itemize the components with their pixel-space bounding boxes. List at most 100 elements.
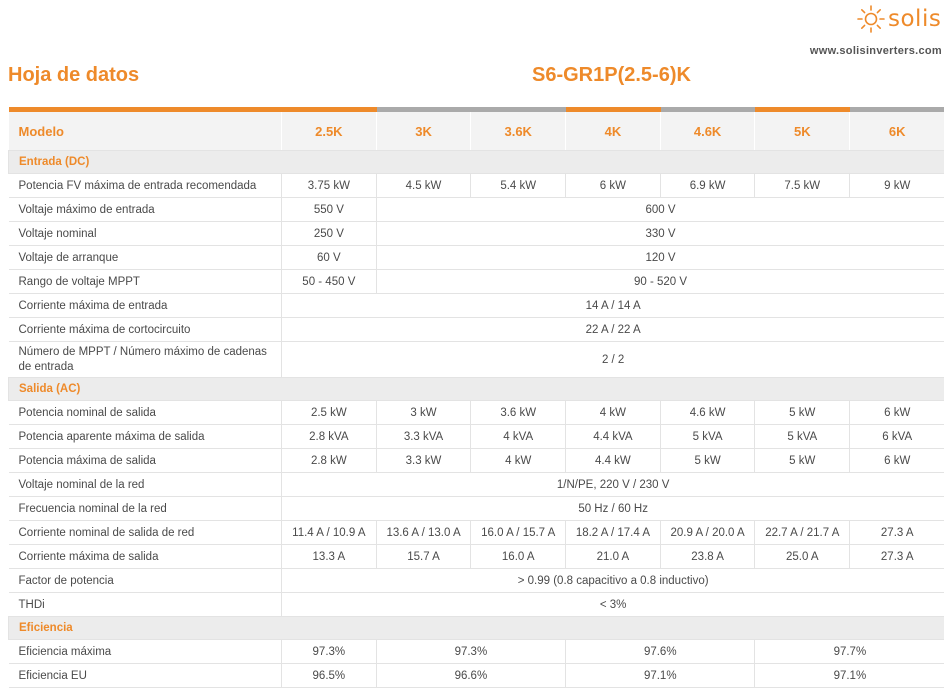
model-header-cell: 2.5K xyxy=(281,107,377,151)
spec-value: 2.5 kW xyxy=(281,400,377,425)
spec-value: 6 kW xyxy=(565,173,661,198)
spec-row: Potencia FV máxima de entrada recomendad… xyxy=(8,173,945,198)
sun-icon xyxy=(857,5,885,33)
spec-value: 16.0 A xyxy=(470,544,566,569)
spec-label: Corriente máxima de entrada xyxy=(8,293,282,318)
spec-row: Corriente máxima de cortocircuito 22 A / … xyxy=(8,317,945,342)
spec-value: 6 kW xyxy=(849,448,945,473)
model-header-cell: 4K xyxy=(565,107,661,151)
spec-value: < 3% xyxy=(281,592,945,617)
spec-value: 27.3 A xyxy=(849,520,945,545)
spec-value: 6 kW xyxy=(849,400,945,425)
spec-value: 5 kVA xyxy=(754,424,850,449)
spec-label: Potencia FV máxima de entrada recomendad… xyxy=(8,173,282,198)
spec-value: 22.7 A / 21.7 A xyxy=(754,520,850,545)
spec-label: Voltaje de arranque xyxy=(8,245,282,270)
model-header-cell: 6K xyxy=(849,107,945,151)
model-header-cell: 3K xyxy=(375,107,471,151)
spec-label: Eficiencia máxima xyxy=(8,639,282,664)
datasheet-table: Modelo 2.5K 3K 3.6K 4K 4.6K 5K 6K Entrad… xyxy=(8,107,945,688)
spec-row: THDi < 3% xyxy=(8,592,945,617)
spec-value: 6.9 kW xyxy=(659,173,755,198)
spec-value: 5 kW xyxy=(754,448,850,473)
model-header-cell: 4.6K xyxy=(659,107,755,151)
spec-label: THDi xyxy=(8,592,282,617)
spec-value: 6 kVA xyxy=(849,424,945,449)
spec-row: Voltaje nominal de la red 1/N/PE, 220 V /… xyxy=(8,472,945,497)
spec-label: Frecuencia nominal de la red xyxy=(8,496,282,521)
section-title: Eficiencia xyxy=(8,616,945,640)
spec-value: 97.3% xyxy=(375,639,566,664)
spec-value: 4.4 kW xyxy=(565,448,661,473)
spec-value: 3.6 kW xyxy=(470,400,566,425)
spec-row: Frecuencia nominal de la red 50 Hz / 60 H… xyxy=(8,496,945,521)
spec-value: 3 kW xyxy=(375,400,471,425)
spec-value: 13.3 A xyxy=(281,544,377,569)
spec-value: 3.3 kW xyxy=(375,448,471,473)
spec-value: 3.3 kVA xyxy=(375,424,471,449)
spec-row: Corriente máxima de entrada 14 A / 14 A xyxy=(8,293,945,318)
solis-logo: solis xyxy=(856,4,941,34)
datasheet-body: Entrada (DC) Potencia FV máxima de entrad… xyxy=(8,150,945,688)
spec-label: Eficiencia EU xyxy=(8,663,282,688)
spec-value: 4 kW xyxy=(470,448,566,473)
spec-value: 97.3% xyxy=(281,639,377,664)
spec-value: 96.5% xyxy=(281,663,377,688)
spec-value: 330 V xyxy=(375,221,945,246)
spec-value: 4.6 kW xyxy=(659,400,755,425)
section-title: Salida (AC) xyxy=(8,377,945,401)
spec-value: 18.2 A / 17.4 A xyxy=(565,520,661,545)
model-header-cell: 5K xyxy=(754,107,850,151)
spec-value: 15.7 A xyxy=(375,544,471,569)
spec-value: 7.5 kW xyxy=(754,173,850,198)
spec-value: 4 kVA xyxy=(470,424,566,449)
spec-value: 50 - 450 V xyxy=(281,269,377,294)
spec-value: 22 A / 22 A xyxy=(281,317,945,342)
spec-value: > 0.99 (0.8 capacitivo a 0.8 inductivo) xyxy=(281,568,945,593)
spec-row: Potencia máxima de salida 2.8 kW 3.3 kW 4 k… xyxy=(8,448,945,473)
spec-value: 23.8 A xyxy=(659,544,755,569)
spec-label: Corriente nominal de salida de red xyxy=(8,520,282,545)
spec-value: 97.7% xyxy=(754,639,945,664)
spec-label: Voltaje nominal xyxy=(8,221,282,246)
spec-value: 60 V xyxy=(281,245,377,270)
spec-row: Número de MPPT / Número máximo de cadena… xyxy=(8,341,945,378)
spec-value: 5 kVA xyxy=(659,424,755,449)
spec-value: 96.6% xyxy=(375,663,566,688)
spec-value: 250 V xyxy=(281,221,377,246)
spec-row: Corriente nominal de salida de red 11.4 A… xyxy=(8,520,945,545)
spec-label: Factor de potencia xyxy=(8,568,282,593)
spec-row: Potencia nominal de salida 2.5 kW 3 kW 3.6 … xyxy=(8,400,945,425)
section-title: Entrada (DC) xyxy=(8,150,945,174)
spec-label: Corriente máxima de salida xyxy=(8,544,282,569)
spec-label: Potencia máxima de salida xyxy=(8,448,282,473)
spec-row: Corriente máxima de salida 13.3 A 15.7 A 16… xyxy=(8,544,945,569)
spec-value: 3.75 kW xyxy=(281,173,377,198)
spec-label: Número de MPPT / Número máximo de cadena… xyxy=(8,341,282,378)
spec-row: Rango de voltaje MPPT 50 - 450 V 90 - 520 … xyxy=(8,269,945,294)
spec-value: 97.6% xyxy=(565,639,755,664)
spec-row: Voltaje nominal 250 V 330 V xyxy=(8,221,945,246)
spec-value: 9 kW xyxy=(849,173,945,198)
spec-value: 5.4 kW xyxy=(470,173,566,198)
page-title: Hoja de datos xyxy=(8,64,140,86)
spec-value: 16.0 A / 15.7 A xyxy=(470,520,566,545)
spec-label: Potencia nominal de salida xyxy=(8,400,282,425)
spec-value: 14 A / 14 A xyxy=(281,293,945,318)
spec-value: 21.0 A xyxy=(565,544,661,569)
spec-value: 120 V xyxy=(375,245,945,270)
spec-label: Rango de voltaje MPPT xyxy=(8,269,282,294)
spec-label: Corriente máxima de cortocircuito xyxy=(8,317,282,342)
spec-label: Potencia aparente máxima de salida xyxy=(8,424,282,449)
spec-value: 4.5 kW xyxy=(375,173,471,198)
brand-name: solis xyxy=(888,6,942,32)
spec-value: 2 / 2 xyxy=(281,341,945,378)
spec-value: 13.6 A / 13.0 A xyxy=(375,520,471,545)
model-header-label: Modelo xyxy=(8,107,282,151)
spec-value: 97.1% xyxy=(754,663,945,688)
model-header-cell: 3.6K xyxy=(470,107,566,151)
section-header-row: Eficiencia xyxy=(8,616,945,640)
spec-row: Eficiencia máxima 97.3% 97.3% 97.6% 97.7% xyxy=(8,639,945,664)
website-url[interactable]: www.solisinverters.com xyxy=(809,45,942,57)
spec-row: Potencia aparente máxima de salida 2.8 kV… xyxy=(8,424,945,449)
